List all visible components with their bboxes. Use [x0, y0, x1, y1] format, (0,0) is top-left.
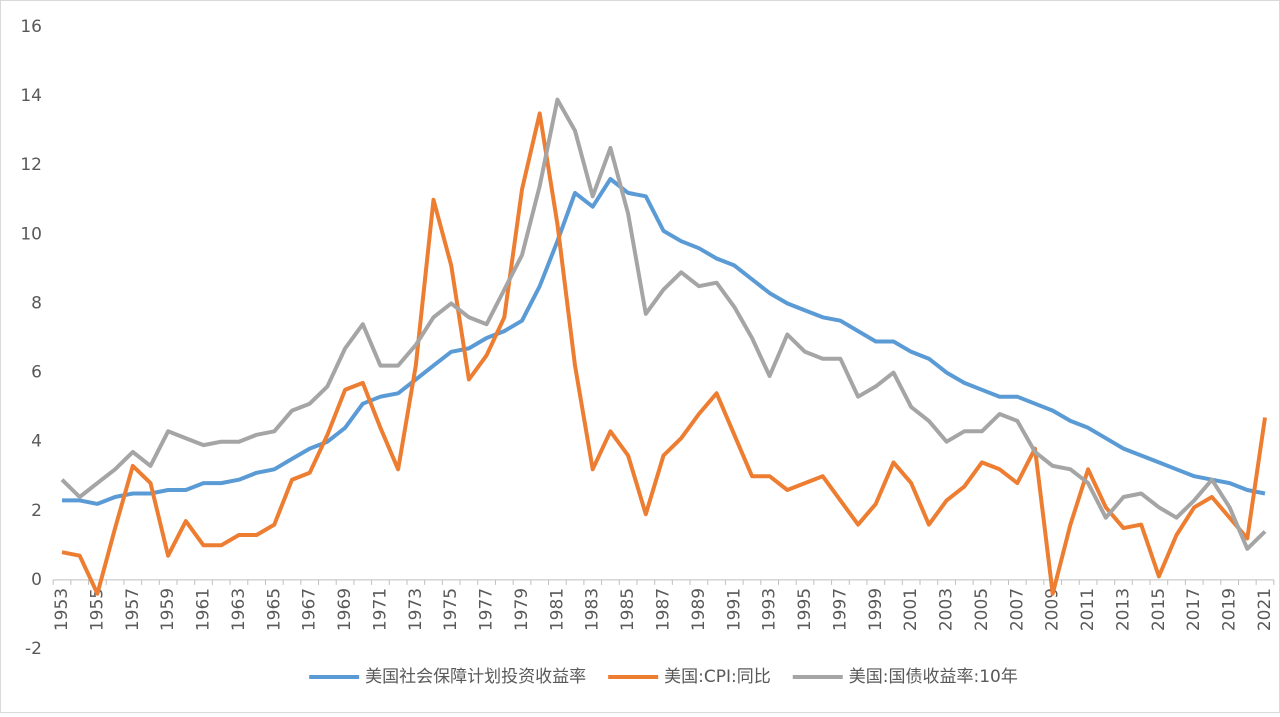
y-tick-label: 8 [31, 293, 42, 313]
x-tick-label: 2011 [1078, 588, 1098, 631]
x-tick-label: 1983 [583, 588, 603, 631]
series-line [61, 111, 1267, 596]
legend-label: 美国社会保障计划投资收益率 [365, 667, 586, 687]
x-tick-label: 1985 [618, 588, 638, 631]
x-tick-label: 1953 [52, 588, 72, 631]
x-tick-label: 1971 [370, 588, 390, 631]
x-tick-label: 2019 [1220, 588, 1240, 631]
series-line [60, 97, 1267, 551]
series-line [62, 177, 1266, 506]
x-tick-label: 1995 [795, 588, 815, 631]
x-tick-label: 1999 [866, 588, 886, 631]
x-tick-label: 1959 [158, 588, 178, 631]
x-tick-label: 1991 [724, 588, 744, 631]
x-tick-label: 1981 [547, 588, 567, 631]
y-tick-label: 16 [20, 17, 42, 37]
y-tick-label: 4 [31, 432, 42, 452]
x-tick-label: 1975 [441, 588, 461, 631]
y-tick-label: 0 [31, 570, 42, 590]
x-tick-label: 2003 [937, 588, 957, 631]
x-tick-label: 1963 [229, 588, 249, 631]
x-tick-label: 1957 [123, 588, 143, 631]
legend-label: 美国:国债收益率:10年 [849, 667, 1018, 687]
x-tick-label: 2009 [1043, 588, 1063, 631]
x-tick-label: 2013 [1113, 588, 1133, 631]
x-tick-label: 2015 [1149, 588, 1169, 631]
x-tick-label: 2017 [1184, 588, 1204, 631]
x-tick-label: 1987 [654, 588, 674, 631]
x-tick-label: 1967 [300, 588, 320, 631]
y-tick-label: 6 [31, 363, 42, 383]
x-tick-label: 1955 [87, 588, 107, 631]
x-tick-label: 1979 [512, 588, 532, 631]
x-tick-label: 1993 [760, 588, 780, 631]
x-tick-label: 2005 [972, 588, 992, 631]
legend-label: 美国:CPI:同比 [664, 667, 771, 687]
y-tick-label: 14 [20, 86, 42, 106]
y-tick-label: 12 [20, 155, 42, 175]
x-tick-label: 2001 [901, 588, 921, 631]
x-tick-label: 1973 [406, 588, 426, 631]
x-tick-label: 2021 [1255, 588, 1275, 631]
x-tick-label: 2007 [1007, 588, 1027, 631]
x-tick-label: 1989 [689, 588, 709, 631]
x-tick-label: 1997 [830, 588, 850, 631]
y-tick-label: 2 [31, 501, 42, 521]
x-tick-label: 1965 [264, 588, 284, 631]
x-tick-label: 1977 [477, 588, 497, 631]
y-tick-label: -2 [25, 639, 42, 659]
x-tick-label: 1969 [335, 588, 355, 631]
x-tick-label: 1961 [194, 588, 214, 631]
y-tick-label: 10 [20, 224, 42, 244]
